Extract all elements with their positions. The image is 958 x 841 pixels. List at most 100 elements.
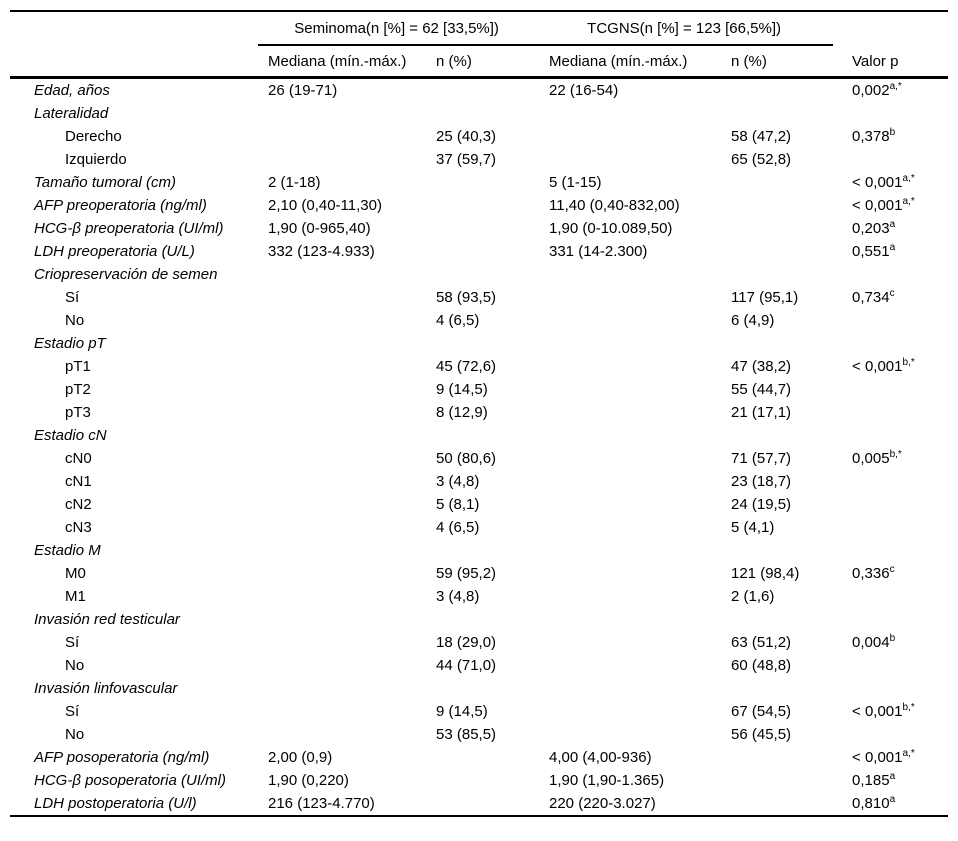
cell-tcgns-median [540,424,725,447]
cell-seminoma-median: 1,90 (0-965,40) [268,220,371,237]
cell-p-value [843,723,948,746]
column-header-tcgns-n: n (%) [725,46,844,79]
cell-seminoma-median [258,539,430,562]
cell-seminoma-median [258,263,430,286]
cell-tcgns-median: 1,90 (1,90-1.365) [549,772,665,789]
row-label: pT1 [65,358,91,375]
cell-tcgns-median [540,493,725,516]
cell-tcgns-n [725,102,843,125]
cell-seminoma-n: 5 (8,1) [436,496,480,513]
table-row: No 53 (85,5) 56 (45,5) [10,723,948,746]
cell-tcgns-n: 5 (4,1) [731,519,775,536]
cell-seminoma-median: 332 (123-4.933) [268,243,375,260]
cell-seminoma-n: 9 (14,5) [436,381,488,398]
cell-tcgns-median [540,654,725,677]
row-label: Estadio M [34,542,101,559]
cell-p-value: < 0,001a,* [852,173,915,192]
cell-seminoma-n [430,171,540,194]
cell-tcgns-median [540,148,725,171]
cell-tcgns-n [725,240,843,263]
cell-tcgns-n [725,78,843,103]
cell-p-value: 0,203a [852,219,896,238]
table-row: pT3 8 (12,9) 21 (17,1) [10,401,948,424]
p-value-superscript: b [889,127,896,138]
table-row: M0 59 (95,2) 121 (98,4) 0,336c [10,562,948,585]
table-row: HCG-β posoperatoria (UI/ml) 1,90 (0,220) 1… [10,769,948,792]
cell-tcgns-n: 24 (19,5) [731,496,792,513]
cell-p-value [843,516,948,539]
p-value-superscript: a [889,794,896,805]
cell-p-value: 0,185a [852,771,896,790]
cell-seminoma-n: 58 (93,5) [436,289,497,306]
cell-seminoma-n [430,608,540,631]
table-row: LDH preoperatoria (U/L) 332 (123-4.933) 33… [10,240,948,263]
cell-tcgns-median [540,585,725,608]
cell-p-value [843,401,948,424]
cell-p-value [843,539,948,562]
cell-p-value [843,378,948,401]
p-value-superscript: b,* [902,702,915,713]
table-row: Sí 9 (14,5) 67 (54,5) < 0,001b,* [10,700,948,723]
column-header-seminoma-n: n (%) [430,46,540,79]
row-label: LDH preoperatoria (U/L) [34,243,195,260]
cell-seminoma-median [258,102,430,125]
row-label: AFP preoperatoria (ng/ml) [34,197,207,214]
cell-seminoma-median [258,332,430,355]
row-label: Derecho [65,128,122,145]
row-label: Edad, años [34,82,110,99]
cell-seminoma-n: 45 (72,6) [436,358,497,375]
cell-seminoma-median [258,631,430,654]
table-row: HCG-β preoperatoria (UI/ml) 1,90 (0-965,4… [10,217,948,240]
cell-p-value [843,263,948,286]
cell-seminoma-n [430,769,540,792]
cell-seminoma-n: 3 (4,8) [436,588,480,605]
cell-seminoma-n: 4 (6,5) [436,519,480,536]
cell-seminoma-median [258,654,430,677]
cell-seminoma-median: 26 (19-71) [268,82,338,99]
cell-p-value [843,148,948,171]
cell-tcgns-median: 4,00 (4,00-936) [549,749,652,766]
row-label: No [65,312,85,329]
row-label: HCG-β posoperatoria (UI/ml) [34,772,226,789]
cell-seminoma-median [258,723,430,746]
column-header-row: Mediana (mín.-máx.) n (%) Mediana (mín.-… [10,46,949,79]
table-row: AFP posoperatoria (ng/ml) 2,00 (0,9) 4,00 … [10,746,948,769]
cell-seminoma-n [430,424,540,447]
cell-tcgns-n: 47 (38,2) [731,358,792,375]
cell-seminoma-n [430,102,540,125]
cell-seminoma-n: 3 (4,8) [436,473,480,490]
cell-seminoma-median: 2 (1-18) [268,174,321,191]
cell-tcgns-median [540,516,725,539]
cell-tcgns-n [725,769,843,792]
cell-tcgns-median: 11,40 (0,40-832,00) [549,197,680,214]
table-row: Sí 18 (29,0) 63 (51,2) 0,004b [10,631,948,654]
cell-tcgns-median [540,378,725,401]
cell-tcgns-median [540,700,725,723]
cell-seminoma-n [430,78,540,103]
cell-tcgns-n [725,792,843,816]
cell-seminoma-n: 8 (12,9) [436,404,488,421]
row-label: pT2 [65,381,91,398]
cell-tcgns-median: 22 (16-54) [549,82,619,99]
table-row: AFP preoperatoria (ng/ml) 2,10 (0,40-11,3… [10,194,948,217]
cell-tcgns-n [725,424,843,447]
cell-tcgns-n [725,746,843,769]
row-label: Lateralidad [34,105,109,122]
cell-tcgns-median: 220 (220-3.027) [549,795,656,812]
table-row: pT2 9 (14,5) 55 (44,7) [10,378,948,401]
row-label: Invasión linfovascular [34,680,178,697]
cell-tcgns-n [725,332,843,355]
column-header-seminoma-median: Mediana (mín.-máx.) [258,46,430,79]
cell-seminoma-median [258,378,430,401]
p-value-superscript: a,* [902,196,915,207]
cell-seminoma-median [258,355,430,378]
cell-seminoma-n [430,677,540,700]
cell-seminoma-median [258,148,430,171]
cell-seminoma-median [258,286,430,309]
row-label: Estadio cN [34,427,107,444]
cell-p-value [843,608,948,631]
table-row: Estadio pT [10,332,948,355]
row-label: Sí [65,634,80,651]
cell-p-value [843,424,948,447]
row-label: Criopreservación de semen [34,266,218,283]
